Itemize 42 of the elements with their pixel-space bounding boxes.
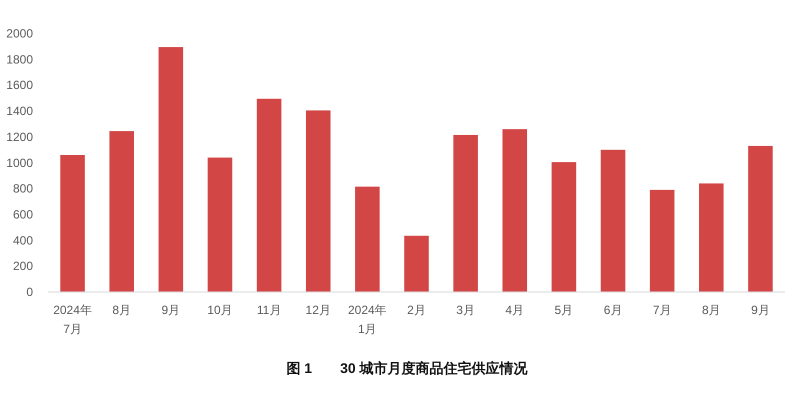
x-tick-label: 4月 xyxy=(505,303,524,317)
y-tick-label: 2000 xyxy=(6,26,34,40)
x-tick-label: 10月 xyxy=(207,303,233,317)
y-tick-label: 1000 xyxy=(6,156,34,170)
bar xyxy=(109,131,134,292)
y-tick-label: 400 xyxy=(12,233,34,248)
bar xyxy=(600,150,626,292)
x-tick-label: 9月 xyxy=(161,303,180,317)
x-tick-label: 5月 xyxy=(554,303,574,317)
bar xyxy=(208,158,232,292)
bar xyxy=(355,186,380,292)
x-tick-label: 9月 xyxy=(751,303,770,317)
x-tick-label: 2024年 7月 xyxy=(53,303,92,336)
x-tick-label: 8月 xyxy=(702,303,721,317)
bar xyxy=(158,47,184,292)
y-tick-label: 1400 xyxy=(6,104,34,118)
bar xyxy=(699,183,724,292)
y-tick-label: 600 xyxy=(12,207,34,222)
bar xyxy=(650,190,674,292)
bar xyxy=(306,110,331,292)
bar xyxy=(748,146,773,292)
y-tick-label: 0 xyxy=(26,285,34,299)
x-tick-label: 6月 xyxy=(604,303,622,317)
bar xyxy=(552,162,576,292)
x-tick-label: 8月 xyxy=(112,303,132,317)
x-tick-label: 7月 xyxy=(652,303,672,317)
y-tick-label: 800 xyxy=(12,182,34,196)
x-tick-label: 12月 xyxy=(306,303,331,317)
bar xyxy=(256,98,282,292)
x-tick-label: 2024年 1月 xyxy=(348,303,387,336)
y-tick-label: 1200 xyxy=(6,130,34,144)
y-tick-label: 1800 xyxy=(6,52,34,66)
text: 图 1 30 城市月度商品住宅供应情况 xyxy=(286,360,529,376)
bar xyxy=(404,236,429,292)
bar xyxy=(453,134,478,292)
x-tick-label: 11月 xyxy=(256,303,282,317)
bar xyxy=(60,154,85,292)
y-tick-label: 200 xyxy=(12,259,34,274)
x-tick-label: 3月 xyxy=(456,303,475,317)
bar xyxy=(502,129,528,292)
y-tick-label: 1600 xyxy=(6,78,34,92)
x-tick-label: 2月 xyxy=(407,303,426,317)
